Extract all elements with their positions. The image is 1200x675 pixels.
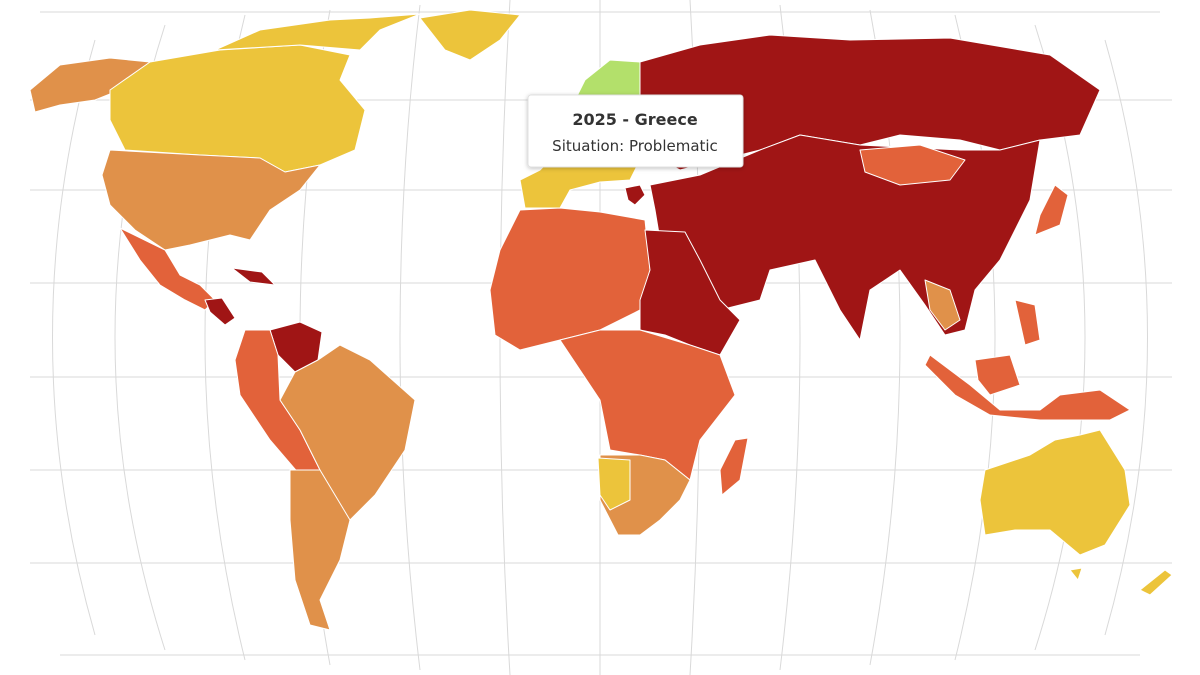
central-america: [204, 297, 236, 326]
australia: [979, 429, 1131, 556]
southern-cone: [289, 469, 351, 631]
tooltip-title: 2025 - Greece: [572, 110, 698, 129]
tooltip-box: [527, 94, 744, 168]
canada-arctic: [214, 13, 421, 51]
madagascar: [719, 437, 749, 496]
mongolia: [859, 144, 966, 186]
indonesia: [924, 354, 1131, 421]
countries: [29, 9, 1173, 631]
new-zealand: [1069, 567, 1173, 596]
usa: [101, 149, 321, 251]
philippines-borneo: [974, 299, 1041, 396]
caribbean: [231, 267, 276, 286]
namibia: [597, 457, 631, 511]
tooltip: [527, 94, 744, 168]
brazil: [279, 344, 416, 521]
japan: [1034, 184, 1069, 236]
central-africa: [559, 329, 736, 481]
north-africa: [489, 207, 651, 351]
greece: [624, 184, 646, 206]
southeast-asia: [924, 279, 961, 331]
russia: [639, 34, 1101, 171]
tooltip-situation: Situation: Problematic: [552, 137, 718, 155]
greenland: [419, 9, 521, 61]
